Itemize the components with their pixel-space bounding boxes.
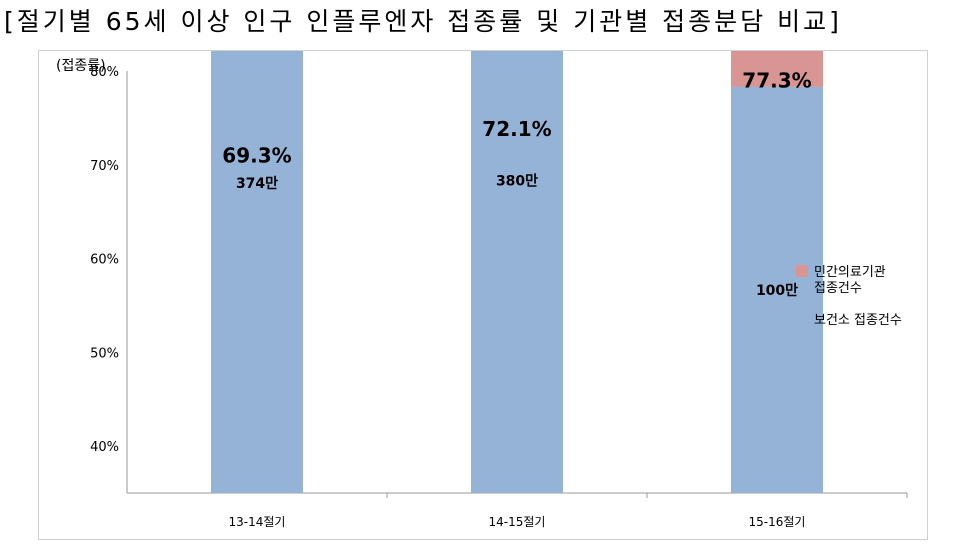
bar-total-label: 69.3% [222,143,291,167]
y-tick-label: 60% [90,253,119,268]
y-tick-label: 50% [90,346,119,361]
bar-total-label: 77.3% [742,68,811,92]
bar-total-label: 72.1% [482,117,551,141]
legend-label: 보건소 접종건수 [814,313,902,328]
bar-segment-label: 374만 [236,176,278,192]
chart-area: (접종률) 40%50%60%70%80% 374만59만69.3%380만88… [38,0,928,540]
x-tick-label: 13-14절기 [229,515,286,529]
bar-segment-public [211,0,303,493]
legend-swatch [796,265,808,277]
chart-title: [절기별 65세 이상 인구 인플루엔자 접종률 및 기관별 접종분담 비교] [4,7,842,36]
y-axis-label: (접종률) [56,58,106,74]
bar-segment-label: 100만 [756,283,798,299]
legend-label: 민간의료기관 [814,265,886,280]
bar-segment-public [471,0,563,494]
x-tick-label: 15-16절기 [749,515,806,529]
x-axis-labels: 13-14절기 14-15절기 15-16절기 [229,515,806,529]
legend-label: 접종건수 [814,281,862,296]
x-tick-label: 14-15절기 [489,515,546,529]
chart-svg: (접종률) 40%50%60%70%80% 374만59만69.3%380만88… [56,0,908,529]
bar-segment-label: 380만 [496,173,538,189]
y-tick-label: 80% [90,65,119,80]
bars: 374만59만69.3%380만88만72.1%100만420만77.3% [211,0,823,494]
bar-segment-public [731,86,823,493]
y-tick-label: 70% [90,159,119,174]
legend-swatch [796,313,808,325]
y-tick-label: 40% [90,440,119,455]
y-axis-ticks: 40% 50% 60% 70% 80% [90,65,119,455]
